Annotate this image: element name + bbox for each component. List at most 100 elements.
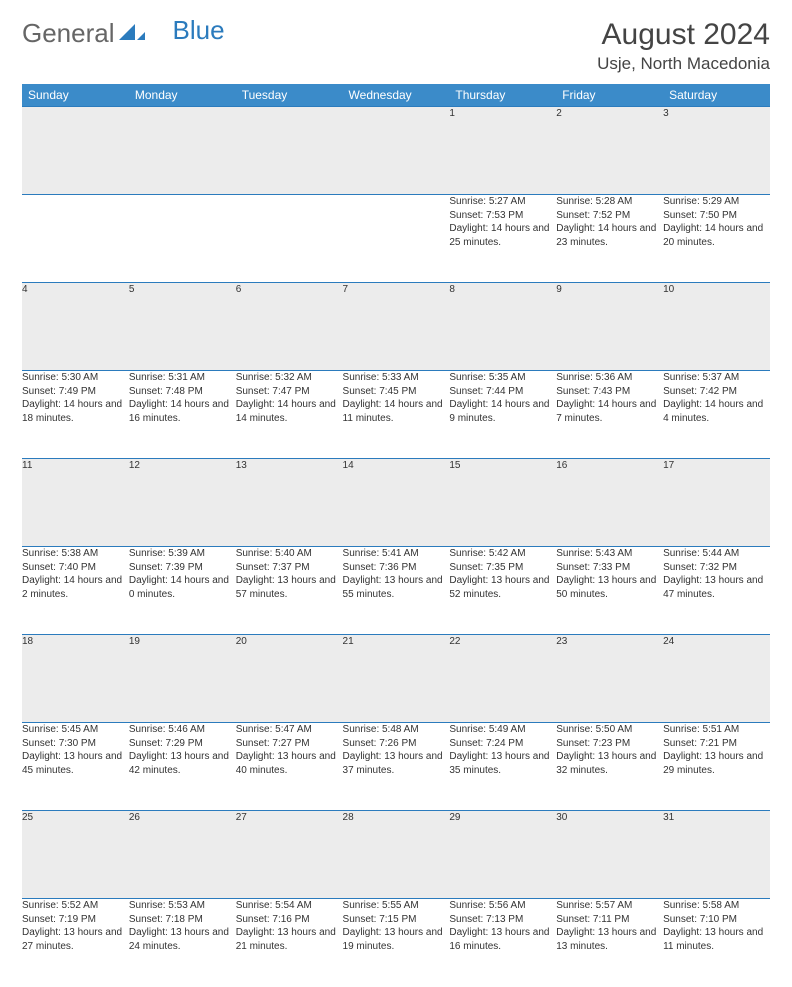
sunset-line: Sunset: 7:36 PM <box>343 561 450 575</box>
weekday-header: Friday <box>556 84 663 107</box>
sunrise-line: Sunrise: 5:49 AM <box>449 723 556 737</box>
sunrise-line: Sunrise: 5:45 AM <box>22 723 129 737</box>
sunrise-line: Sunrise: 5:37 AM <box>663 371 770 385</box>
location: Usje, North Macedonia <box>597 54 770 74</box>
sunrise-line: Sunrise: 5:51 AM <box>663 723 770 737</box>
sunset-line: Sunset: 7:42 PM <box>663 385 770 399</box>
sunset-line: Sunset: 7:29 PM <box>129 737 236 751</box>
daylight-line: Daylight: 13 hours and 21 minutes. <box>236 926 343 953</box>
brand-part2: Blue <box>173 15 225 46</box>
month-title: August 2024 <box>597 18 770 52</box>
daylight-line: Daylight: 14 hours and 4 minutes. <box>663 398 770 425</box>
sunrise-line: Sunrise: 5:30 AM <box>22 371 129 385</box>
day-number-cell <box>22 107 129 195</box>
day-content-cell: Sunrise: 5:57 AMSunset: 7:11 PMDaylight:… <box>556 899 663 987</box>
sunrise-line: Sunrise: 5:41 AM <box>343 547 450 561</box>
sunset-line: Sunset: 7:30 PM <box>22 737 129 751</box>
weekday-header: Sunday <box>22 84 129 107</box>
day-number-cell: 11 <box>22 459 129 547</box>
daylight-line: Daylight: 14 hours and 14 minutes. <box>236 398 343 425</box>
daylight-line: Daylight: 13 hours and 57 minutes. <box>236 574 343 601</box>
title-block: August 2024 Usje, North Macedonia <box>597 18 770 74</box>
day-content-cell: Sunrise: 5:55 AMSunset: 7:15 PMDaylight:… <box>343 899 450 987</box>
day-content-cell: Sunrise: 5:58 AMSunset: 7:10 PMDaylight:… <box>663 899 770 987</box>
day-content-cell: Sunrise: 5:30 AMSunset: 7:49 PMDaylight:… <box>22 371 129 459</box>
logo-sail-icon <box>119 18 145 49</box>
daylight-line: Daylight: 13 hours and 29 minutes. <box>663 750 770 777</box>
daylight-line: Daylight: 14 hours and 11 minutes. <box>343 398 450 425</box>
sunset-line: Sunset: 7:49 PM <box>22 385 129 399</box>
sunset-line: Sunset: 7:23 PM <box>556 737 663 751</box>
day-number-cell: 24 <box>663 635 770 723</box>
day-number-cell: 30 <box>556 811 663 899</box>
day-number-cell <box>343 107 450 195</box>
day-content-cell: Sunrise: 5:42 AMSunset: 7:35 PMDaylight:… <box>449 547 556 635</box>
day-content-cell: Sunrise: 5:45 AMSunset: 7:30 PMDaylight:… <box>22 723 129 811</box>
day-content-cell: Sunrise: 5:50 AMSunset: 7:23 PMDaylight:… <box>556 723 663 811</box>
brand-part1: General <box>22 18 115 49</box>
sunrise-line: Sunrise: 5:35 AM <box>449 371 556 385</box>
sunrise-line: Sunrise: 5:50 AM <box>556 723 663 737</box>
sunset-line: Sunset: 7:26 PM <box>343 737 450 751</box>
sunrise-line: Sunrise: 5:28 AM <box>556 195 663 209</box>
weekday-header: Monday <box>129 84 236 107</box>
daylight-line: Daylight: 13 hours and 27 minutes. <box>22 926 129 953</box>
sunset-line: Sunset: 7:33 PM <box>556 561 663 575</box>
calendar-header: SundayMondayTuesdayWednesdayThursdayFrid… <box>22 84 770 107</box>
day-content-cell: Sunrise: 5:53 AMSunset: 7:18 PMDaylight:… <box>129 899 236 987</box>
daylight-line: Daylight: 14 hours and 20 minutes. <box>663 222 770 249</box>
daylight-line: Daylight: 13 hours and 52 minutes. <box>449 574 556 601</box>
day-content-cell: Sunrise: 5:28 AMSunset: 7:52 PMDaylight:… <box>556 195 663 283</box>
day-number-cell: 2 <box>556 107 663 195</box>
brand-logo: General Blue <box>22 18 225 49</box>
day-content-cell: Sunrise: 5:47 AMSunset: 7:27 PMDaylight:… <box>236 723 343 811</box>
day-number-cell: 7 <box>343 283 450 371</box>
sunrise-line: Sunrise: 5:38 AM <box>22 547 129 561</box>
sunset-line: Sunset: 7:43 PM <box>556 385 663 399</box>
sunrise-line: Sunrise: 5:32 AM <box>236 371 343 385</box>
sunrise-line: Sunrise: 5:44 AM <box>663 547 770 561</box>
day-number-cell: 26 <box>129 811 236 899</box>
day-content-cell: Sunrise: 5:56 AMSunset: 7:13 PMDaylight:… <box>449 899 556 987</box>
sunset-line: Sunset: 7:39 PM <box>129 561 236 575</box>
daylight-line: Daylight: 14 hours and 18 minutes. <box>22 398 129 425</box>
sunset-line: Sunset: 7:27 PM <box>236 737 343 751</box>
day-number-cell: 31 <box>663 811 770 899</box>
daylight-line: Daylight: 14 hours and 2 minutes. <box>22 574 129 601</box>
day-content-cell <box>22 195 129 283</box>
sunrise-line: Sunrise: 5:52 AM <box>22 899 129 913</box>
sunset-line: Sunset: 7:35 PM <box>449 561 556 575</box>
day-content-cell: Sunrise: 5:54 AMSunset: 7:16 PMDaylight:… <box>236 899 343 987</box>
calendar-body: 123Sunrise: 5:27 AMSunset: 7:53 PMDaylig… <box>22 107 770 987</box>
day-content-cell: Sunrise: 5:33 AMSunset: 7:45 PMDaylight:… <box>343 371 450 459</box>
day-number-cell: 5 <box>129 283 236 371</box>
sunrise-line: Sunrise: 5:47 AM <box>236 723 343 737</box>
day-content-cell: Sunrise: 5:32 AMSunset: 7:47 PMDaylight:… <box>236 371 343 459</box>
daylight-line: Daylight: 14 hours and 0 minutes. <box>129 574 236 601</box>
sunrise-line: Sunrise: 5:55 AM <box>343 899 450 913</box>
daylight-line: Daylight: 13 hours and 42 minutes. <box>129 750 236 777</box>
sunset-line: Sunset: 7:32 PM <box>663 561 770 575</box>
day-content-cell: Sunrise: 5:49 AMSunset: 7:24 PMDaylight:… <box>449 723 556 811</box>
sunrise-line: Sunrise: 5:42 AM <box>449 547 556 561</box>
day-content-cell: Sunrise: 5:36 AMSunset: 7:43 PMDaylight:… <box>556 371 663 459</box>
day-content-cell: Sunrise: 5:48 AMSunset: 7:26 PMDaylight:… <box>343 723 450 811</box>
weekday-header: Thursday <box>449 84 556 107</box>
sunrise-line: Sunrise: 5:46 AM <box>129 723 236 737</box>
sunrise-line: Sunrise: 5:58 AM <box>663 899 770 913</box>
daylight-line: Daylight: 13 hours and 37 minutes. <box>343 750 450 777</box>
daylight-line: Daylight: 13 hours and 47 minutes. <box>663 574 770 601</box>
daylight-line: Daylight: 13 hours and 40 minutes. <box>236 750 343 777</box>
day-content-cell: Sunrise: 5:44 AMSunset: 7:32 PMDaylight:… <box>663 547 770 635</box>
sunset-line: Sunset: 7:19 PM <box>22 913 129 927</box>
header: General Blue August 2024 Usje, North Mac… <box>22 18 770 74</box>
sunset-line: Sunset: 7:21 PM <box>663 737 770 751</box>
day-number-cell: 12 <box>129 459 236 547</box>
sunrise-line: Sunrise: 5:29 AM <box>663 195 770 209</box>
day-number-cell: 28 <box>343 811 450 899</box>
sunset-line: Sunset: 7:44 PM <box>449 385 556 399</box>
day-number-cell: 1 <box>449 107 556 195</box>
sunrise-line: Sunrise: 5:54 AM <box>236 899 343 913</box>
day-number-cell <box>129 107 236 195</box>
day-content-cell: Sunrise: 5:52 AMSunset: 7:19 PMDaylight:… <box>22 899 129 987</box>
